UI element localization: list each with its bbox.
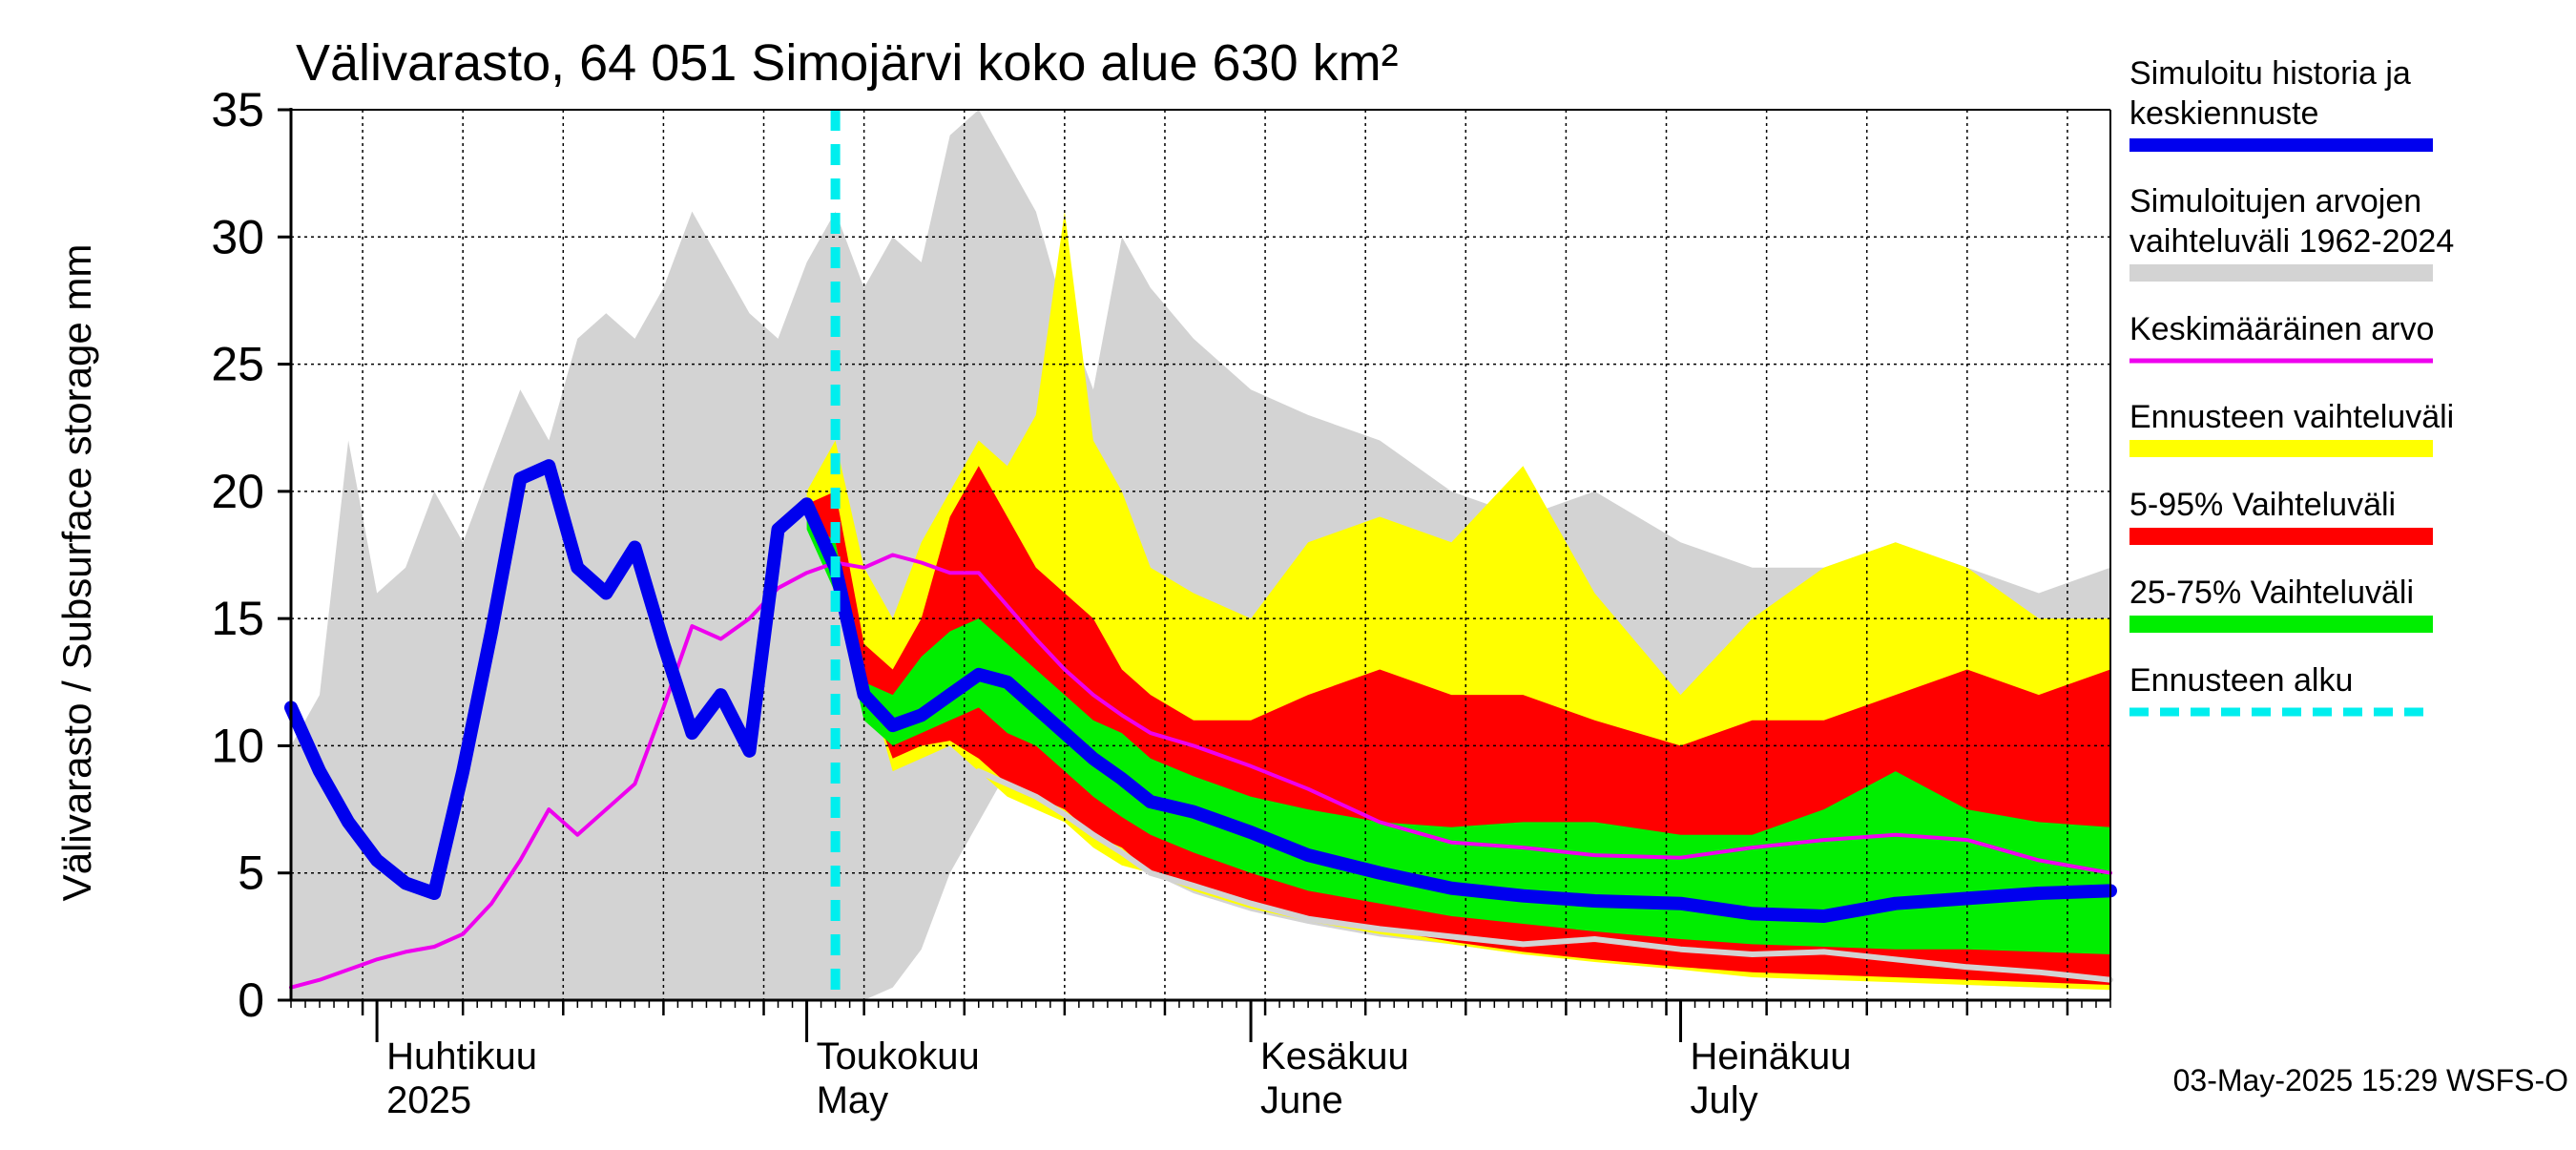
y-tick-label: 20: [211, 465, 264, 518]
y-tick-label: 25: [211, 338, 264, 391]
month-label-fi: Heinäkuu: [1691, 1035, 1852, 1077]
chart-title: Välivarasto, 64 051 Simojärvi koko alue …: [296, 34, 1399, 92]
legend-label: Simuloitujen arvojen: [2129, 183, 2421, 220]
legend-label: vaihteluväli 1962-2024: [2129, 223, 2454, 260]
y-tick-label: 35: [211, 83, 264, 136]
legend-label: Ennusteen vaihteluväli: [2129, 399, 2454, 435]
y-axis-label: Välivarasto / Subsurface storage mm: [54, 244, 99, 902]
month-label-en: July: [1691, 1079, 1758, 1121]
legend-swatch-simuloitujen-arvojen-vaihteluv-li-1962-2024: [2129, 264, 2433, 282]
legend-swatch-ennusteen-vaihteluv-li: [2129, 440, 2433, 457]
y-tick-label: 5: [238, 847, 264, 900]
y-tick-label: 0: [238, 973, 264, 1027]
month-label-fi: Toukokuu: [817, 1035, 980, 1077]
month-label-en: May: [817, 1079, 889, 1121]
footer-timestamp: 03-May-2025 15:29 WSFS-O: [2173, 1063, 2568, 1098]
legend-label: 5-95% Vaihteluväli: [2129, 487, 2396, 523]
legend-label: Keskimääräinen arvo: [2129, 311, 2434, 347]
month-label-en: June: [1260, 1079, 1343, 1121]
y-tick-label: 10: [211, 719, 264, 772]
month-label-fi: Kesäkuu: [1260, 1035, 1409, 1077]
y-tick-label: 15: [211, 592, 264, 645]
legend-label: 25-75% Vaihteluväli: [2129, 575, 2414, 611]
legend-label: Simuloitu historia ja: [2129, 55, 2411, 92]
series-line-keskim-r-inen-arvo: [289, 553, 2112, 990]
lines-layer: [284, 110, 2117, 1000]
axes-layer: 05101520253035Huhtikuu2025ToukokuuMayKes…: [211, 83, 2111, 1121]
legend-swatch-25-75-vaihteluv-li: [2129, 616, 2433, 633]
legend-swatch-5-95-vaihteluv-li: [2129, 528, 2433, 545]
legend-label: Ennusteen alku: [2129, 662, 2353, 699]
month-label-en: 2025: [386, 1079, 471, 1121]
month-label-fi: Huhtikuu: [386, 1035, 537, 1077]
y-tick-label: 30: [211, 210, 264, 263]
series-line-simuloitu-historia-ja-keskiennuste: [284, 459, 2117, 923]
series-line-low-line: [975, 768, 2113, 983]
legend-label: keskiennuste: [2129, 95, 2318, 132]
